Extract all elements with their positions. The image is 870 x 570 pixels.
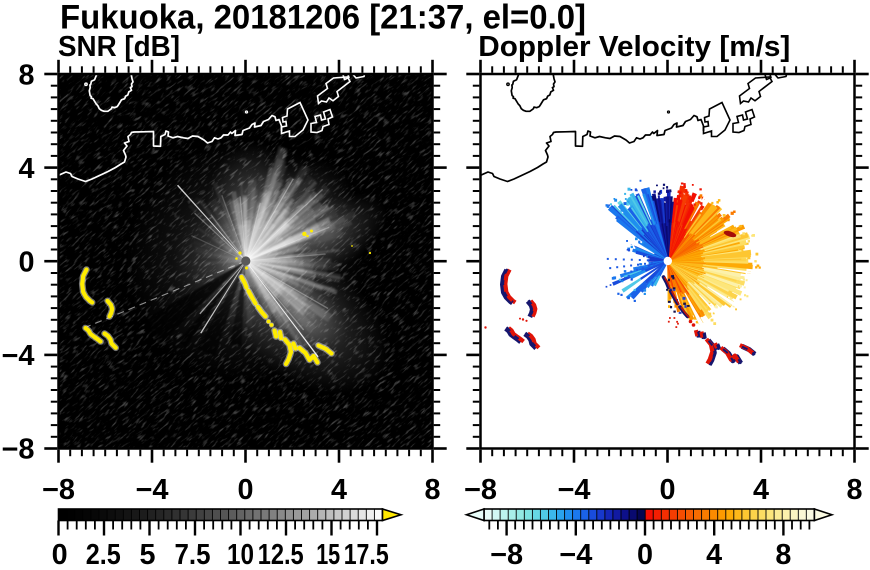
svg-text:−8: −8 [464,474,497,506]
svg-text:−8: −8 [42,474,75,506]
svg-text:17.5: 17.5 [344,539,389,570]
svg-text:0: 0 [637,539,653,570]
svg-text:0: 0 [52,539,68,570]
svg-text:5: 5 [140,539,156,570]
svg-text:4: 4 [331,474,347,506]
svg-text:15: 15 [316,539,340,570]
svg-text:0: 0 [19,246,35,278]
svg-text:10: 10 [227,539,254,570]
svg-text:SNR [dB]: SNR [dB] [58,31,180,63]
svg-text:−4: −4 [559,539,592,570]
svg-text:0: 0 [660,474,676,506]
svg-text:8: 8 [847,474,863,506]
svg-text:7.5: 7.5 [175,539,211,570]
svg-text:Doppler Velocity [m/s]: Doppler Velocity [m/s] [478,31,790,63]
svg-text:12.5: 12.5 [258,539,304,570]
svg-text:4: 4 [753,474,769,506]
svg-text:−8: −8 [2,433,35,465]
svg-text:−4: −4 [136,474,169,506]
svg-text:4: 4 [706,539,722,570]
svg-text:−4: −4 [2,340,35,372]
svg-text:8: 8 [425,474,441,506]
svg-text:8: 8 [775,539,791,570]
svg-text:−8: −8 [490,539,523,570]
svg-text:−4: −4 [558,474,591,506]
svg-text:8: 8 [19,59,35,91]
svg-text:2.5: 2.5 [86,539,121,570]
svg-text:0: 0 [238,474,254,506]
svg-text:4: 4 [19,153,35,185]
svg-text:Fukuoka, 20181206 [21:37, el=0: Fukuoka, 20181206 [21:37, el=0.0] [60,0,586,36]
